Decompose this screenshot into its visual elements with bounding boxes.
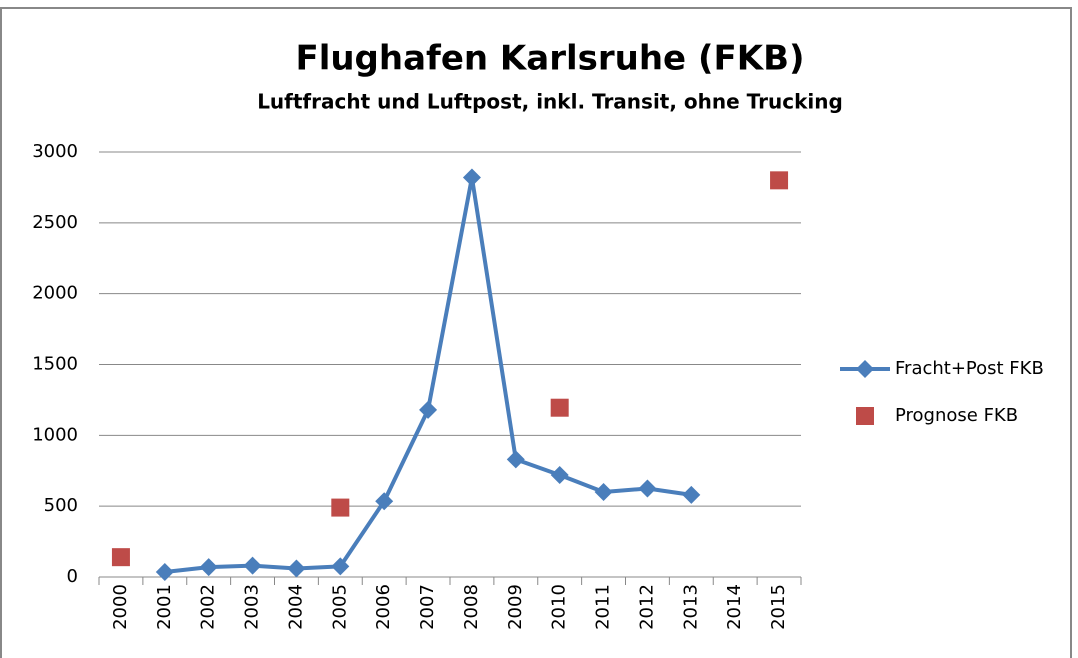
x-tick-label: 2005 <box>329 584 350 630</box>
legend-marker <box>856 407 874 425</box>
x-tick-label: 2008 <box>461 584 482 630</box>
x-tick-label: 2006 <box>373 584 394 630</box>
data-point <box>111 548 130 567</box>
y-tick-label: 500 <box>44 495 78 516</box>
data-point <box>199 558 218 577</box>
x-tick-label: 2012 <box>636 584 657 630</box>
x-tick-label: 2004 <box>285 584 306 630</box>
legend-label: Prognose FKB <box>895 405 1018 426</box>
data-point <box>550 398 569 417</box>
y-tick-label: 2500 <box>32 212 78 233</box>
data-point <box>594 483 613 501</box>
chart-subtitle: Luftfracht und Luftpost, inkl. Transit, … <box>257 90 843 114</box>
x-tick-label: 2010 <box>549 584 570 630</box>
y-tick-label: 0 <box>67 566 78 587</box>
data-point <box>243 556 262 575</box>
data-point <box>287 559 306 578</box>
y-tick-label: 1500 <box>32 354 78 375</box>
x-tick-label: 2013 <box>680 584 701 630</box>
data-point <box>462 168 481 187</box>
y-tick-label: 3000 <box>32 141 78 162</box>
chart-title: Flughafen Karlsruhe (FKB) <box>295 39 804 79</box>
series-line <box>164 175 692 575</box>
x-tick-label: 2002 <box>198 584 219 630</box>
legend-label: Fracht+Post FKB <box>895 358 1044 379</box>
data-point <box>770 171 789 190</box>
x-tick-label: 2014 <box>724 584 745 630</box>
chart-frame <box>0 7 1072 658</box>
data-point <box>638 479 657 498</box>
data-point <box>155 563 174 582</box>
data-point <box>331 498 350 517</box>
data-point <box>419 400 438 419</box>
x-tick-label: 2015 <box>768 584 789 630</box>
data-point <box>550 466 569 484</box>
y-tick-label: 1000 <box>32 424 78 445</box>
x-tick-label: 2003 <box>242 584 263 630</box>
y-tick-label: 2000 <box>32 283 78 304</box>
x-tick-label: 2011 <box>593 584 614 630</box>
x-tick-label: 2000 <box>110 584 131 630</box>
data-point <box>331 557 350 576</box>
legend-marker <box>856 360 874 378</box>
data-point <box>506 450 525 469</box>
data-point <box>375 492 394 511</box>
data-point <box>682 485 701 504</box>
x-tick-label: 2009 <box>505 584 526 630</box>
x-tick-label: 2001 <box>154 584 175 630</box>
x-tick-label: 2007 <box>417 584 438 630</box>
